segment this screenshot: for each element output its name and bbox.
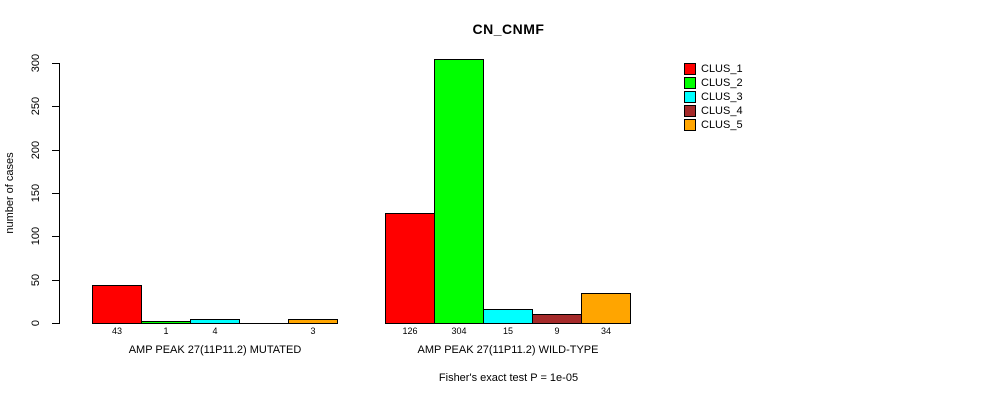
y-axis-tick-label: 200 <box>30 140 42 160</box>
bar-clus_4-group1 <box>532 314 582 324</box>
bar-value-label: 126 <box>402 326 418 336</box>
y-axis-tick <box>52 236 60 237</box>
legend-label: CLUS_3 <box>701 91 743 103</box>
legend-label: CLUS_2 <box>701 77 743 89</box>
y-axis-tick-label: 250 <box>30 96 42 116</box>
y-axis-tick <box>52 280 60 281</box>
x-axis-group-label: AMP PEAK 27(11P11.2) WILD-TYPE <box>417 344 599 356</box>
bar-value-label: 1 <box>163 326 169 336</box>
bar-clus_3-group0 <box>190 319 240 324</box>
legend-label: CLUS_5 <box>701 119 743 131</box>
y-axis-tick-label: 150 <box>30 183 42 203</box>
legend-label: CLUS_4 <box>701 105 743 117</box>
fisher-test-annotation: Fisher's exact test P = 1e-05 <box>438 372 579 384</box>
bar-clus_4-group0 <box>239 323 289 324</box>
y-axis-tick <box>52 323 60 324</box>
bar-clus_2-group0 <box>141 321 191 324</box>
bar-value-label: 9 <box>554 326 560 336</box>
bar-value-label: 34 <box>600 326 611 336</box>
legend: CLUS_1 CLUS_2 CLUS_3 CLUS_4 CLUS_5 <box>684 62 743 132</box>
legend-item: CLUS_1 <box>684 62 743 76</box>
y-axis-tick-label: 100 <box>30 226 42 246</box>
bar-clus_1-group1 <box>385 213 435 324</box>
bar-value-label: 3 <box>310 326 316 336</box>
legend-label: CLUS_1 <box>701 63 743 75</box>
y-axis-tick <box>52 106 60 107</box>
legend-item: CLUS_4 <box>684 104 743 118</box>
y-axis-tick <box>52 63 60 64</box>
legend-swatch-clus_3 <box>684 91 696 103</box>
legend-item: CLUS_5 <box>684 118 743 132</box>
bar-clus_5-group0 <box>288 319 338 324</box>
legend-swatch-clus_1 <box>684 63 696 75</box>
legend-item: CLUS_3 <box>684 90 743 104</box>
x-axis-group-label: AMP PEAK 27(11P11.2) MUTATED <box>128 344 302 356</box>
bar-clus_1-group0 <box>92 285 142 324</box>
legend-swatch-clus_5 <box>684 119 696 131</box>
bar-clus_5-group1 <box>581 293 631 324</box>
bar-value-label: 4 <box>212 326 218 336</box>
y-axis-tick <box>52 193 60 194</box>
y-axis-tick-label: 0 <box>30 319 42 327</box>
legend-swatch-clus_4 <box>684 105 696 117</box>
y-axis-title: number of cases <box>4 152 16 234</box>
y-axis-tick-label: 300 <box>30 53 42 73</box>
y-axis-tick <box>52 150 60 151</box>
bar-value-label: 15 <box>502 326 513 336</box>
bar-clus_2-group1 <box>434 59 484 324</box>
legend-item: CLUS_2 <box>684 76 743 90</box>
bar-value-label: 43 <box>111 326 122 336</box>
bar-clus_3-group1 <box>483 309 533 324</box>
bar-value-label: 304 <box>451 326 467 336</box>
chart-title: CN_CNMF <box>472 21 545 37</box>
legend-swatch-clus_2 <box>684 77 696 89</box>
y-axis-tick-label: 50 <box>30 273 42 287</box>
